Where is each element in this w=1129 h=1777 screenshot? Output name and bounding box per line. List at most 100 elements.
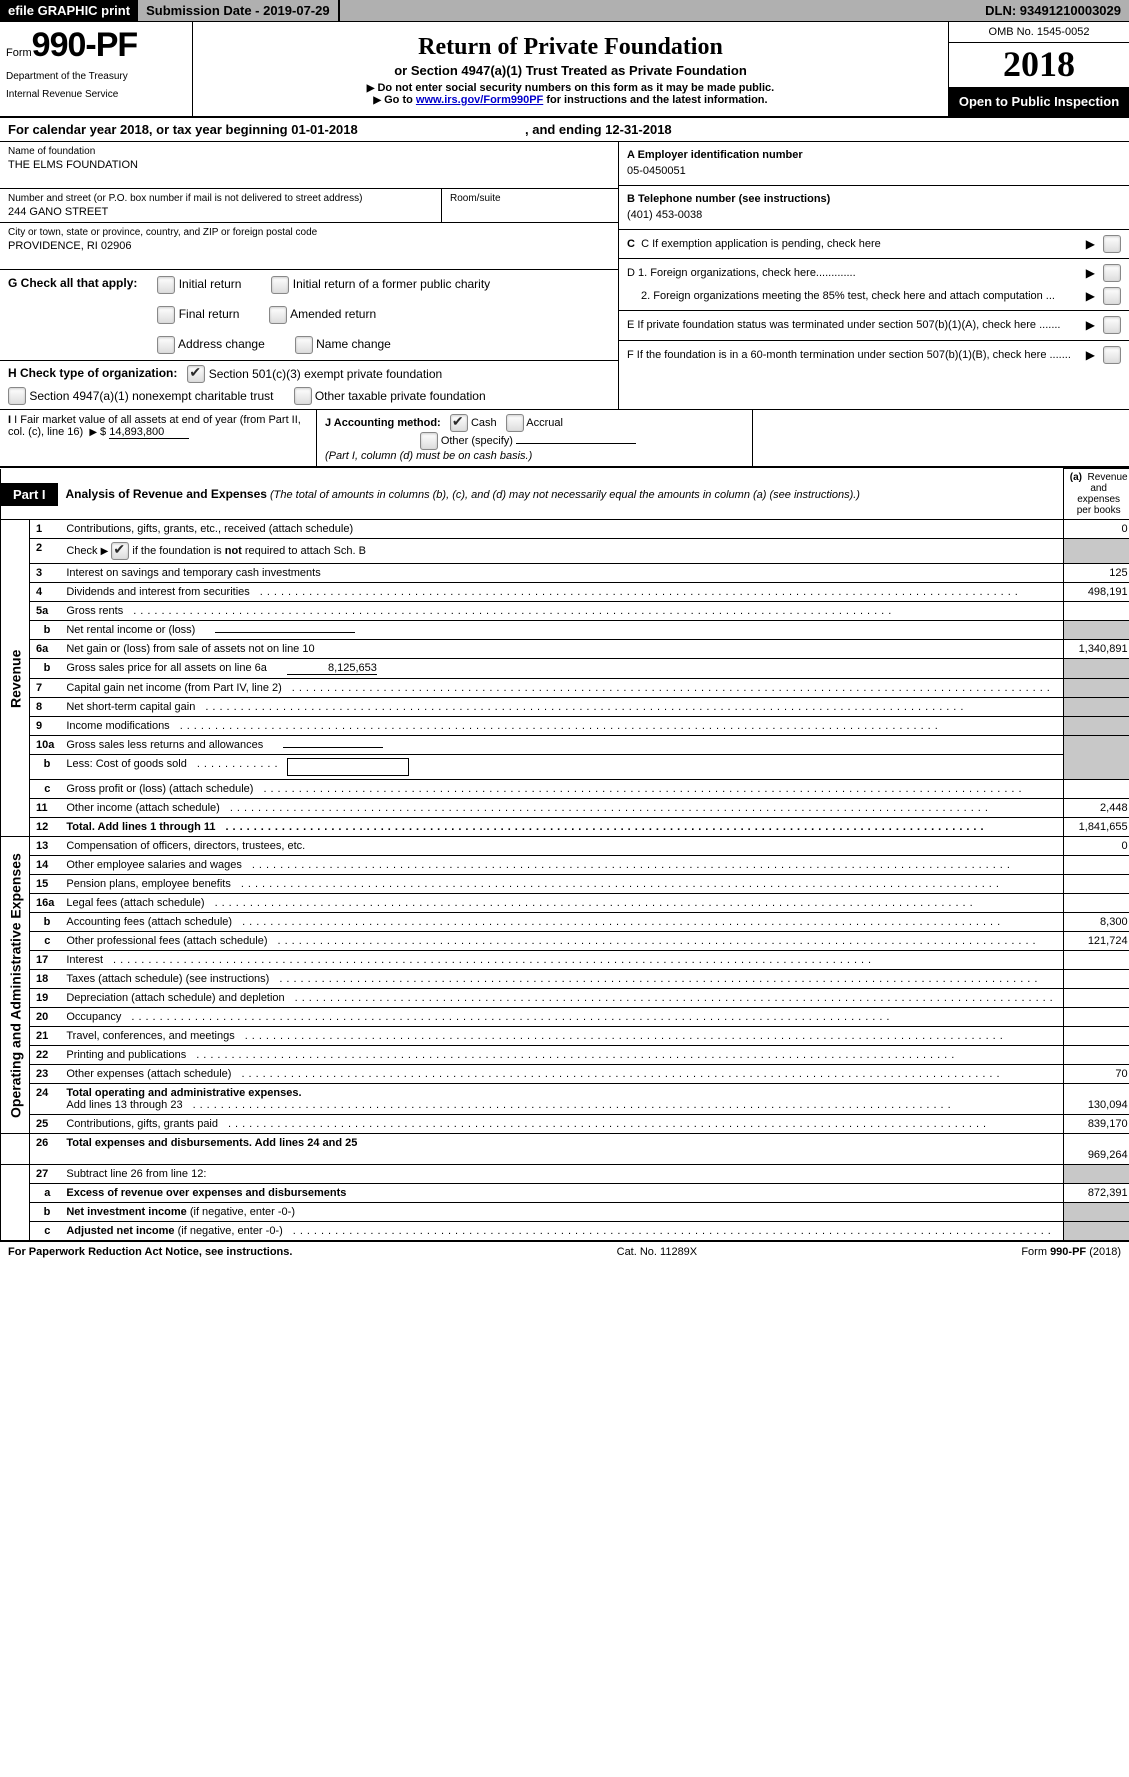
g-amended-return[interactable]: Amended return — [269, 306, 376, 324]
ln26-a: 969,264 — [1063, 1134, 1129, 1165]
form-header: Form990-PF Department of the Treasury In… — [0, 22, 1129, 118]
street-address: 244 GANO STREET — [8, 205, 433, 219]
c-label: C If exemption application is pending, c… — [641, 238, 881, 250]
j-cash[interactable]: Cash — [450, 417, 497, 429]
form-prefix: Form — [6, 47, 32, 59]
ln1-num: 1 — [30, 520, 61, 539]
j-other[interactable]: Other (specify) — [420, 435, 513, 447]
revenue-label: Revenue — [1, 520, 30, 837]
h-501c3[interactable]: Section 501(c)(3) exempt private foundat… — [187, 367, 442, 381]
foundation-name-box: Name of foundation THE ELMS FOUNDATION — [0, 142, 618, 189]
row-2: 2 Check if the foundation is not require… — [1, 539, 1129, 564]
row-27c: c Adjusted net income (if negative, ente… — [1, 1222, 1129, 1241]
ln2-post: if the foundation is not required to att… — [129, 545, 366, 557]
ln22-num: 22 — [30, 1046, 61, 1065]
open-inspection: Open to Public Inspection — [949, 88, 1129, 116]
dept-treasury: Department of the Treasury — [6, 71, 186, 83]
ln2-desc: Check if the foundation is not required … — [60, 539, 1063, 564]
ln27b-desc: Net investment income (if negative, ente… — [60, 1203, 1063, 1222]
row-3: 3 Interest on savings and temporary cash… — [1, 564, 1129, 583]
ln21-num: 21 — [30, 1027, 61, 1046]
ln17-desc: Interest — [60, 951, 1063, 970]
foundation-name: THE ELMS FOUNDATION — [8, 158, 610, 172]
d-box: D 1. Foreign organizations, check here..… — [619, 259, 1129, 311]
ln10a-a — [1063, 736, 1129, 780]
ln15-num: 15 — [30, 875, 61, 894]
g-initial-former[interactable]: Initial return of a former public charit… — [271, 276, 490, 294]
ssn-warning-text: Do not enter social security numbers on … — [377, 82, 774, 94]
d1-checkbox[interactable] — [1103, 264, 1121, 282]
g-initial-return[interactable]: Initial return — [157, 276, 241, 294]
ln2-checkbox[interactable] — [111, 542, 129, 560]
room-label: Room/suite — [450, 192, 610, 205]
ln4-a: 498,191 — [1063, 583, 1129, 602]
row-1: Revenue 1 Contributions, gifts, grants, … — [1, 520, 1129, 539]
ln12-a: 1,841,655 — [1063, 818, 1129, 837]
ln20-a — [1063, 1008, 1129, 1027]
d2-arrow-icon — [1086, 287, 1095, 306]
ln16a-desc: Legal fees (attach schedule) — [60, 894, 1063, 913]
row-12: 12 Total. Add lines 1 through 11 1,841,6… — [1, 818, 1129, 837]
d2-checkbox[interactable] — [1103, 287, 1121, 305]
ln7-desc: Capital gain net income (from Part IV, l… — [60, 679, 1063, 698]
d1-arrow-icon — [1086, 264, 1095, 283]
ln13-num: 13 — [30, 837, 61, 856]
e-checkbox[interactable] — [1103, 316, 1121, 334]
form-subtitle: or Section 4947(a)(1) Trust Treated as P… — [203, 63, 938, 78]
ln16c-a: 121,724 — [1063, 932, 1129, 951]
section-g: G Check all that apply: Initial return I… — [0, 269, 618, 360]
efile-label: efile GRAPHIC print — [0, 0, 138, 21]
ln11-a: 2,448 — [1063, 799, 1129, 818]
ln14-a — [1063, 856, 1129, 875]
ln16b-num: b — [30, 913, 61, 932]
row-15: 15 Pension plans, employee benefits — [1, 875, 1129, 894]
ssn-warning: Do not enter social security numbers on … — [203, 82, 938, 94]
ln9-a — [1063, 717, 1129, 736]
g-name-change[interactable]: Name change — [295, 336, 391, 354]
section-j: J Accounting method: Cash Accrual Other … — [317, 410, 753, 466]
row-6a: 6a Net gain or (loss) from sale of asset… — [1, 640, 1129, 659]
j-accrual[interactable]: Accrual — [506, 417, 563, 429]
g-label: G Check all that apply: — [8, 276, 137, 290]
fmv-value: 14,893,800 — [109, 426, 189, 439]
omb-number: OMB No. 1545-0052 — [949, 22, 1129, 43]
h-o1-text: Section 501(c)(3) exempt private foundat… — [209, 367, 442, 381]
ln27b-a — [1063, 1203, 1129, 1222]
g-o1-text: Initial return — [179, 278, 242, 292]
street-label: Number and street (or P.O. box number if… — [8, 192, 433, 205]
c-checkbox[interactable] — [1103, 235, 1121, 253]
g-o5-text: Address change — [178, 338, 265, 352]
g-final-return[interactable]: Final return — [157, 306, 239, 324]
part1-title: Analysis of Revenue and Expenses — [66, 487, 267, 501]
ln9-num: 9 — [30, 717, 61, 736]
ln3-num: 3 — [30, 564, 61, 583]
g-address-change[interactable]: Address change — [157, 336, 264, 354]
dln-label: DLN: 93491210003029 — [977, 0, 1129, 21]
ln15-a — [1063, 875, 1129, 894]
section-i: I I Fair market value of all assets at e… — [0, 410, 317, 466]
ln24-num: 24 — [30, 1084, 61, 1115]
ln10c-num: c — [30, 780, 61, 799]
c-box: C C If exemption application is pending,… — [619, 230, 1129, 260]
ln20-desc: Occupancy — [60, 1008, 1063, 1027]
row-25: 25 Contributions, gifts, grants paid 839… — [1, 1115, 1129, 1134]
page-footer: For Paperwork Reduction Act Notice, see … — [0, 1241, 1129, 1262]
f-box: F If the foundation is in a 60-month ter… — [619, 341, 1129, 370]
h-other-taxable[interactable]: Other taxable private foundation — [294, 389, 486, 403]
ln27a-desc: Excess of revenue over expenses and disb… — [60, 1184, 1063, 1203]
header-center: Return of Private Foundation or Section … — [193, 22, 948, 116]
ln11-desc: Other income (attach schedule) — [60, 799, 1063, 818]
row-27b: b Net investment income (if negative, en… — [1, 1203, 1129, 1222]
ln18-num: 18 — [30, 970, 61, 989]
ln10c-desc: Gross profit or (loss) (attach schedule) — [60, 780, 1063, 799]
f-checkbox[interactable] — [1103, 346, 1121, 364]
identity-left: Name of foundation THE ELMS FOUNDATION N… — [0, 142, 618, 410]
d1-label: D 1. Foreign organizations, check here..… — [627, 265, 1078, 282]
phone-box: B Telephone number (see instructions) (4… — [619, 186, 1129, 230]
instructions-line: Go to www.irs.gov/Form990PF for instruct… — [203, 94, 938, 106]
ln27a-a: 872,391 — [1063, 1184, 1129, 1203]
ln15-desc: Pension plans, employee benefits — [60, 875, 1063, 894]
instructions-link[interactable]: www.irs.gov/Form990PF — [416, 94, 543, 106]
ln19-num: 19 — [30, 989, 61, 1008]
h-4947[interactable]: Section 4947(a)(1) nonexempt charitable … — [8, 389, 273, 403]
